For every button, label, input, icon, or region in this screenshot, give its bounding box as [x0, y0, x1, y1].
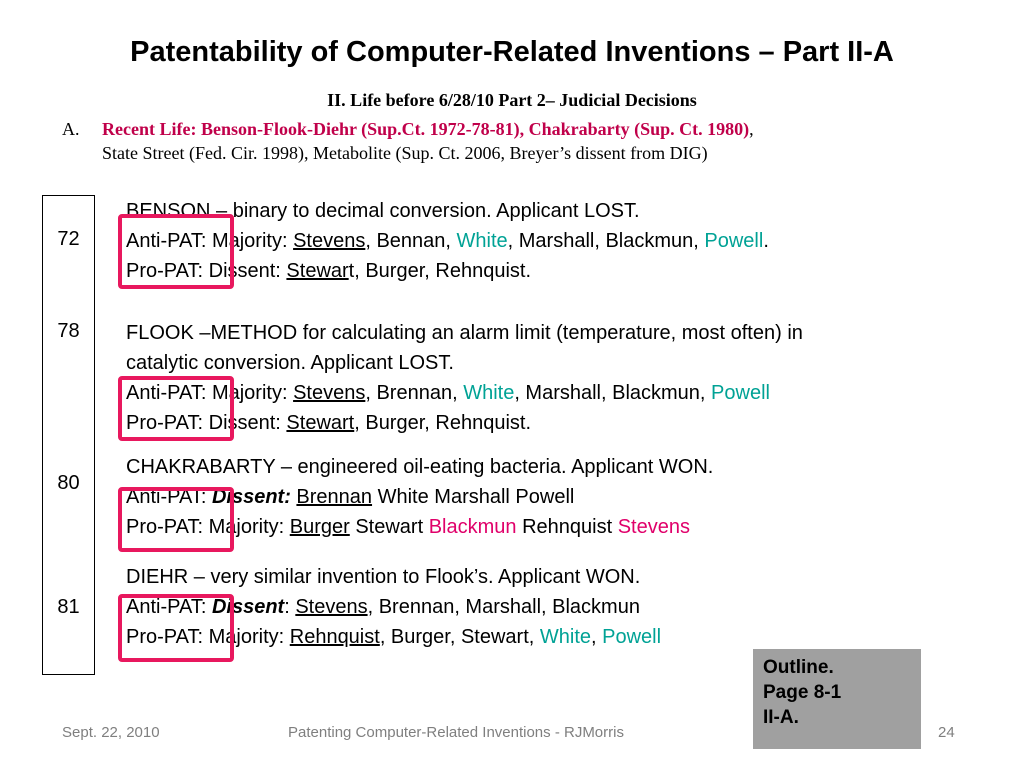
anti-pat-line: Anti-PAT: Dissent: Stevens, Brennan, Mar…	[126, 592, 1006, 622]
case-benson: BENSON – binary to decimal conversion. A…	[126, 196, 1006, 286]
justice-text: t, Burger, Rehnquist.	[348, 260, 531, 282]
justice-teal: White	[539, 626, 592, 648]
justice-pink: Stevens	[617, 516, 690, 538]
justice-teal: White	[456, 230, 508, 252]
anti-pat-label: Anti-PAT:	[126, 486, 207, 508]
year-label: 80	[57, 472, 80, 494]
list-letter: A.	[62, 119, 80, 139]
justice-text: Rehnquist	[516, 516, 618, 538]
justice-text: White Marshall Powell	[372, 486, 575, 508]
anti-pat-label: Anti-PAT:	[126, 382, 207, 404]
footer-date: Sept. 22, 2010	[62, 724, 160, 741]
author-justice: Stevens	[295, 596, 368, 618]
slide-title: Patentability of Computer-Related Invent…	[130, 36, 894, 68]
year-label: 81	[57, 596, 80, 618]
year-label: 78	[57, 320, 80, 342]
justice-teal: Powell	[704, 230, 764, 252]
dissent-label: Dissent:	[203, 412, 287, 434]
case-title-cont: catalytic conversion. Applicant LOST.	[126, 352, 454, 374]
majority-label: Majority:	[203, 626, 290, 648]
pro-pat-label: Pro-PAT:	[126, 626, 204, 648]
author-justice: Burger	[289, 516, 350, 538]
outline-line: Outline.	[763, 657, 834, 678]
anti-pat-line: Anti-PAT: Majority: Stevens, Brennan, Wh…	[126, 378, 1006, 408]
case-flook: FLOOK –METHOD for calculating an alarm l…	[126, 318, 1006, 438]
dissent-label: Dissent:	[203, 260, 287, 282]
justice-pink: Blackmun	[428, 516, 517, 538]
anti-pat-label: Anti-PAT:	[126, 230, 207, 252]
author-justice: Brennan	[296, 486, 373, 508]
recent-life-heading: Recent Life: Benson-Flook-Diehr (Sup.Ct.…	[102, 119, 750, 139]
case-chakrabarty: CHAKRABARTY – engineered oil-eating bact…	[126, 452, 1006, 542]
footer-title: Patenting Computer-Related Inventions - …	[288, 724, 624, 741]
justice-text: , Marshall, Blackmun,	[507, 230, 705, 252]
anti-pat-label: Anti-PAT:	[126, 596, 207, 618]
recent-life-paragraph: A. Recent Life: Benson-Flook-Diehr (Sup.C…	[62, 117, 1012, 165]
justice-text: , Marshall, Blackmun,	[514, 382, 712, 404]
case-title: CHAKRABARTY – engineered oil-eating bact…	[126, 456, 714, 478]
outline-line: Page 8-1	[763, 682, 842, 703]
anti-pat-line: Anti-PAT: Majority: Stevens, Bennan, Whi…	[126, 226, 1006, 256]
majority-label: Majority:	[203, 516, 290, 538]
justice-text: , Bennan,	[365, 230, 457, 252]
author-justice: Stevens	[293, 382, 366, 404]
page-number: 24	[938, 724, 955, 741]
justice-teal: Powell	[711, 382, 770, 404]
justice-teal: White	[463, 382, 515, 404]
outline-line: II-A.	[763, 707, 799, 728]
pro-pat-line: Pro-PAT: Dissent: Stewart, Burger, Rehnq…	[126, 256, 1006, 286]
anti-pat-line: Anti-PAT: Dissent: Brennan White Marshal…	[126, 482, 1006, 512]
justice-text: ,	[591, 626, 603, 648]
author-justice: Rehnquist	[289, 626, 380, 648]
highlight-box	[118, 376, 234, 441]
justice-text: , Brennan, Marshall, Blackmun	[367, 596, 640, 618]
justice-text: , Brennan,	[365, 382, 464, 404]
recent-comma: ,	[749, 119, 754, 139]
justice-text: , Burger, Rehnquist.	[354, 412, 532, 434]
outline-reference-box: Outline. Page 8-1 II-A.	[753, 649, 921, 749]
case-title: BENSON – binary to decimal conversion. A…	[126, 200, 640, 222]
pro-pat-label: Pro-PAT:	[126, 412, 204, 434]
year-column: 72 78 80 81	[42, 195, 95, 675]
case-diehr: DIEHR – very similar invention to Flook’…	[126, 562, 1006, 652]
pro-pat-label: Pro-PAT:	[126, 516, 204, 538]
highlight-box	[118, 594, 234, 662]
justice-teal: Powell	[602, 626, 662, 648]
pro-pat-label: Pro-PAT:	[126, 260, 204, 282]
case-title: DIEHR – very similar invention to Flook’…	[126, 566, 641, 588]
colon: :	[284, 596, 296, 618]
author-justice: Stewart	[286, 412, 355, 434]
pro-pat-line: Pro-PAT: Dissent: Stewart, Burger, Rehnq…	[126, 408, 1006, 438]
highlight-box	[118, 487, 234, 552]
author-justice: Stewar	[286, 260, 349, 282]
recent-life-line-2: State Street (Fed. Cir. 1998), Metabolit…	[102, 143, 708, 163]
author-justice: Stevens	[293, 230, 366, 252]
justice-text: Stewart	[349, 516, 429, 538]
case-title: FLOOK –METHOD for calculating an alarm l…	[126, 322, 803, 344]
pro-pat-line: Pro-PAT: Majority: Rehnquist, Burger, St…	[126, 622, 1006, 652]
section-subheading: II. Life before 6/28/10 Part 2– Judicial…	[327, 90, 697, 110]
year-label: 72	[57, 228, 80, 250]
pro-pat-line: Pro-PAT: Majority: Burger Stewart Blackm…	[126, 512, 1006, 542]
justice-text: , Burger, Stewart,	[379, 626, 540, 648]
period: .	[763, 230, 769, 252]
highlight-box	[118, 214, 234, 289]
